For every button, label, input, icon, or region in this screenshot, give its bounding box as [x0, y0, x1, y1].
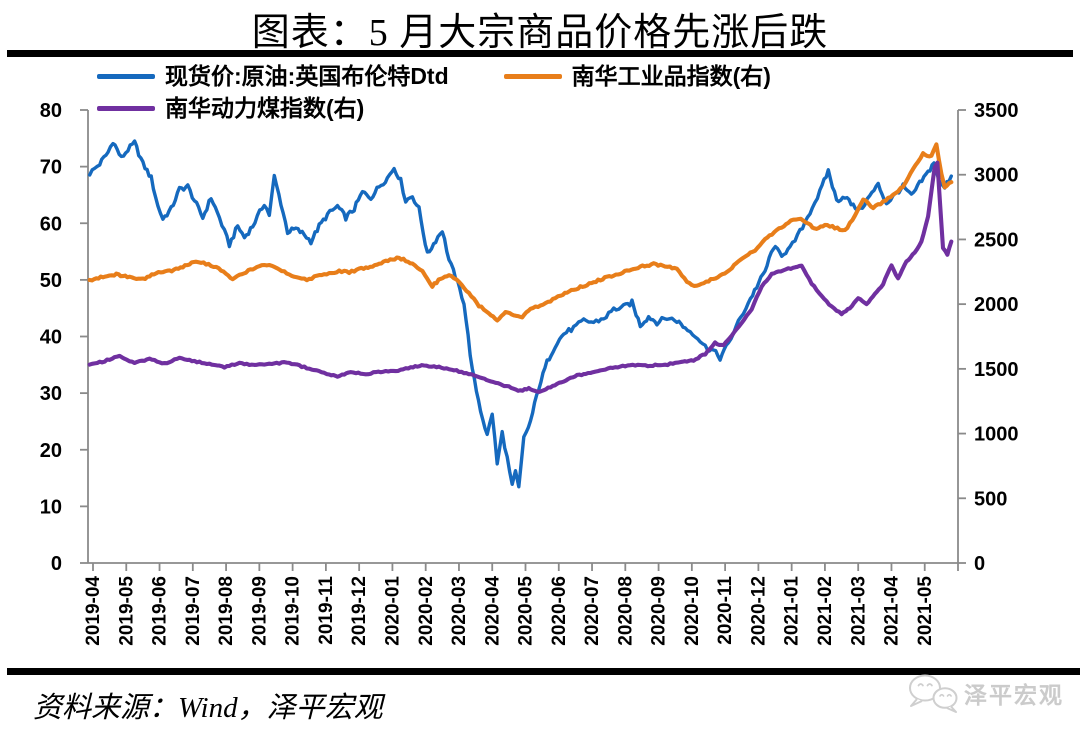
y-axis-right-label: 0 [974, 553, 985, 575]
x-axis-label: 2019-12 [349, 576, 370, 646]
y-axis-right-label: 500 [974, 488, 1007, 510]
y-axis-left-label: 70 [40, 157, 62, 179]
x-axis-label: 2021-02 [815, 576, 836, 646]
x-axis-label: 2020-08 [615, 576, 636, 646]
x-axis-label: 2019-06 [150, 576, 171, 646]
source-note: 资料来源：Wind，泽平宏观 [33, 692, 383, 724]
legend-label-brent: 现货价:原油:英国布伦特Dtd [165, 63, 449, 89]
legend-swatch-nh-thermal-coal [97, 106, 155, 111]
watermark: 泽平宏观 [906, 673, 1064, 713]
legend-swatch-brent [97, 74, 155, 79]
wechat-icon [909, 674, 958, 713]
x-axis-label: 2020-09 [649, 576, 670, 646]
series-line-nh-thermal-coal [87, 160, 954, 394]
watermark-text: 泽平宏观 [964, 682, 1064, 708]
y-axis-right-label: 1000 [974, 424, 1019, 446]
x-axis-label: 2020-04 [482, 576, 503, 646]
x-axis-label: 2020-12 [748, 576, 769, 646]
x-axis-label: 2020-11 [715, 576, 736, 645]
legend-item-nh-thermal-coal: 南华动力煤指数(右) [97, 93, 364, 124]
x-axis-label: 2020-03 [449, 576, 470, 646]
x-axis-label: 2020-05 [516, 576, 537, 646]
x-axis-label: 2019-10 [283, 576, 304, 646]
title-divider [7, 50, 1073, 57]
y-axis-left-label: 50 [40, 270, 62, 292]
legend-swatch-nh-industrial [503, 74, 562, 79]
x-axis-label: 2019-05 [116, 576, 137, 646]
y-axis-left-label: 10 [40, 496, 62, 518]
y-axis-right-label: 1500 [974, 359, 1019, 381]
x-axis-label: 2021-01 [782, 576, 803, 646]
x-axis-label: 2019-07 [183, 576, 204, 646]
x-axis-label: 2020-10 [682, 576, 703, 646]
y-axis-left-label: 30 [40, 383, 62, 405]
y-axis-left-label: 40 [40, 327, 62, 349]
y-axis-left-label: 0 [51, 553, 62, 575]
x-axis-label: 2019-04 [83, 576, 104, 646]
legend-item-nh-industrial: 南华工业品指数(右) [503, 61, 771, 92]
x-axis-label: 2021-03 [848, 576, 869, 646]
x-axis-label: 2019-09 [249, 576, 270, 646]
legend-label-nh-industrial: 南华工业品指数(右) [571, 63, 771, 89]
x-axis-label: 2020-07 [582, 576, 603, 646]
series-line-nh-industrial [87, 142, 954, 323]
page-title: 图表：5 月大宗商品价格先涨后跌 [251, 12, 829, 54]
y-axis-left-label: 20 [40, 440, 62, 462]
y-axis-left-label: 80 [40, 100, 62, 122]
x-axis-label: 2021-04 [882, 576, 903, 646]
legend-item-brent: 现货价:原油:英国布伦特Dtd [97, 61, 449, 92]
series-line-brent [88, 139, 953, 489]
x-axis-label: 2019-08 [216, 576, 237, 646]
x-axis-label: 2020-01 [383, 576, 404, 646]
y-axis-right-label: 2000 [974, 294, 1019, 316]
y-axis-right-label: 2500 [974, 229, 1019, 251]
x-axis-label: 2020-02 [416, 576, 437, 646]
x-axis-label: 2019-11 [316, 576, 337, 645]
y-axis-left-label: 60 [40, 213, 62, 235]
x-axis-label: 2020-06 [549, 576, 570, 646]
y-axis-right-label: 3500 [974, 100, 1019, 122]
legend: 现货价:原油:英国布伦特Dtd 南华工业品指数(右) 南华动力煤指数(右) [97, 61, 997, 124]
bottom-divider [7, 668, 1080, 675]
y-axis-right-label: 3000 [974, 165, 1019, 187]
x-axis-label: 2021-05 [915, 576, 936, 646]
legend-label-nh-thermal-coal: 南华动力煤指数(右) [165, 95, 365, 121]
